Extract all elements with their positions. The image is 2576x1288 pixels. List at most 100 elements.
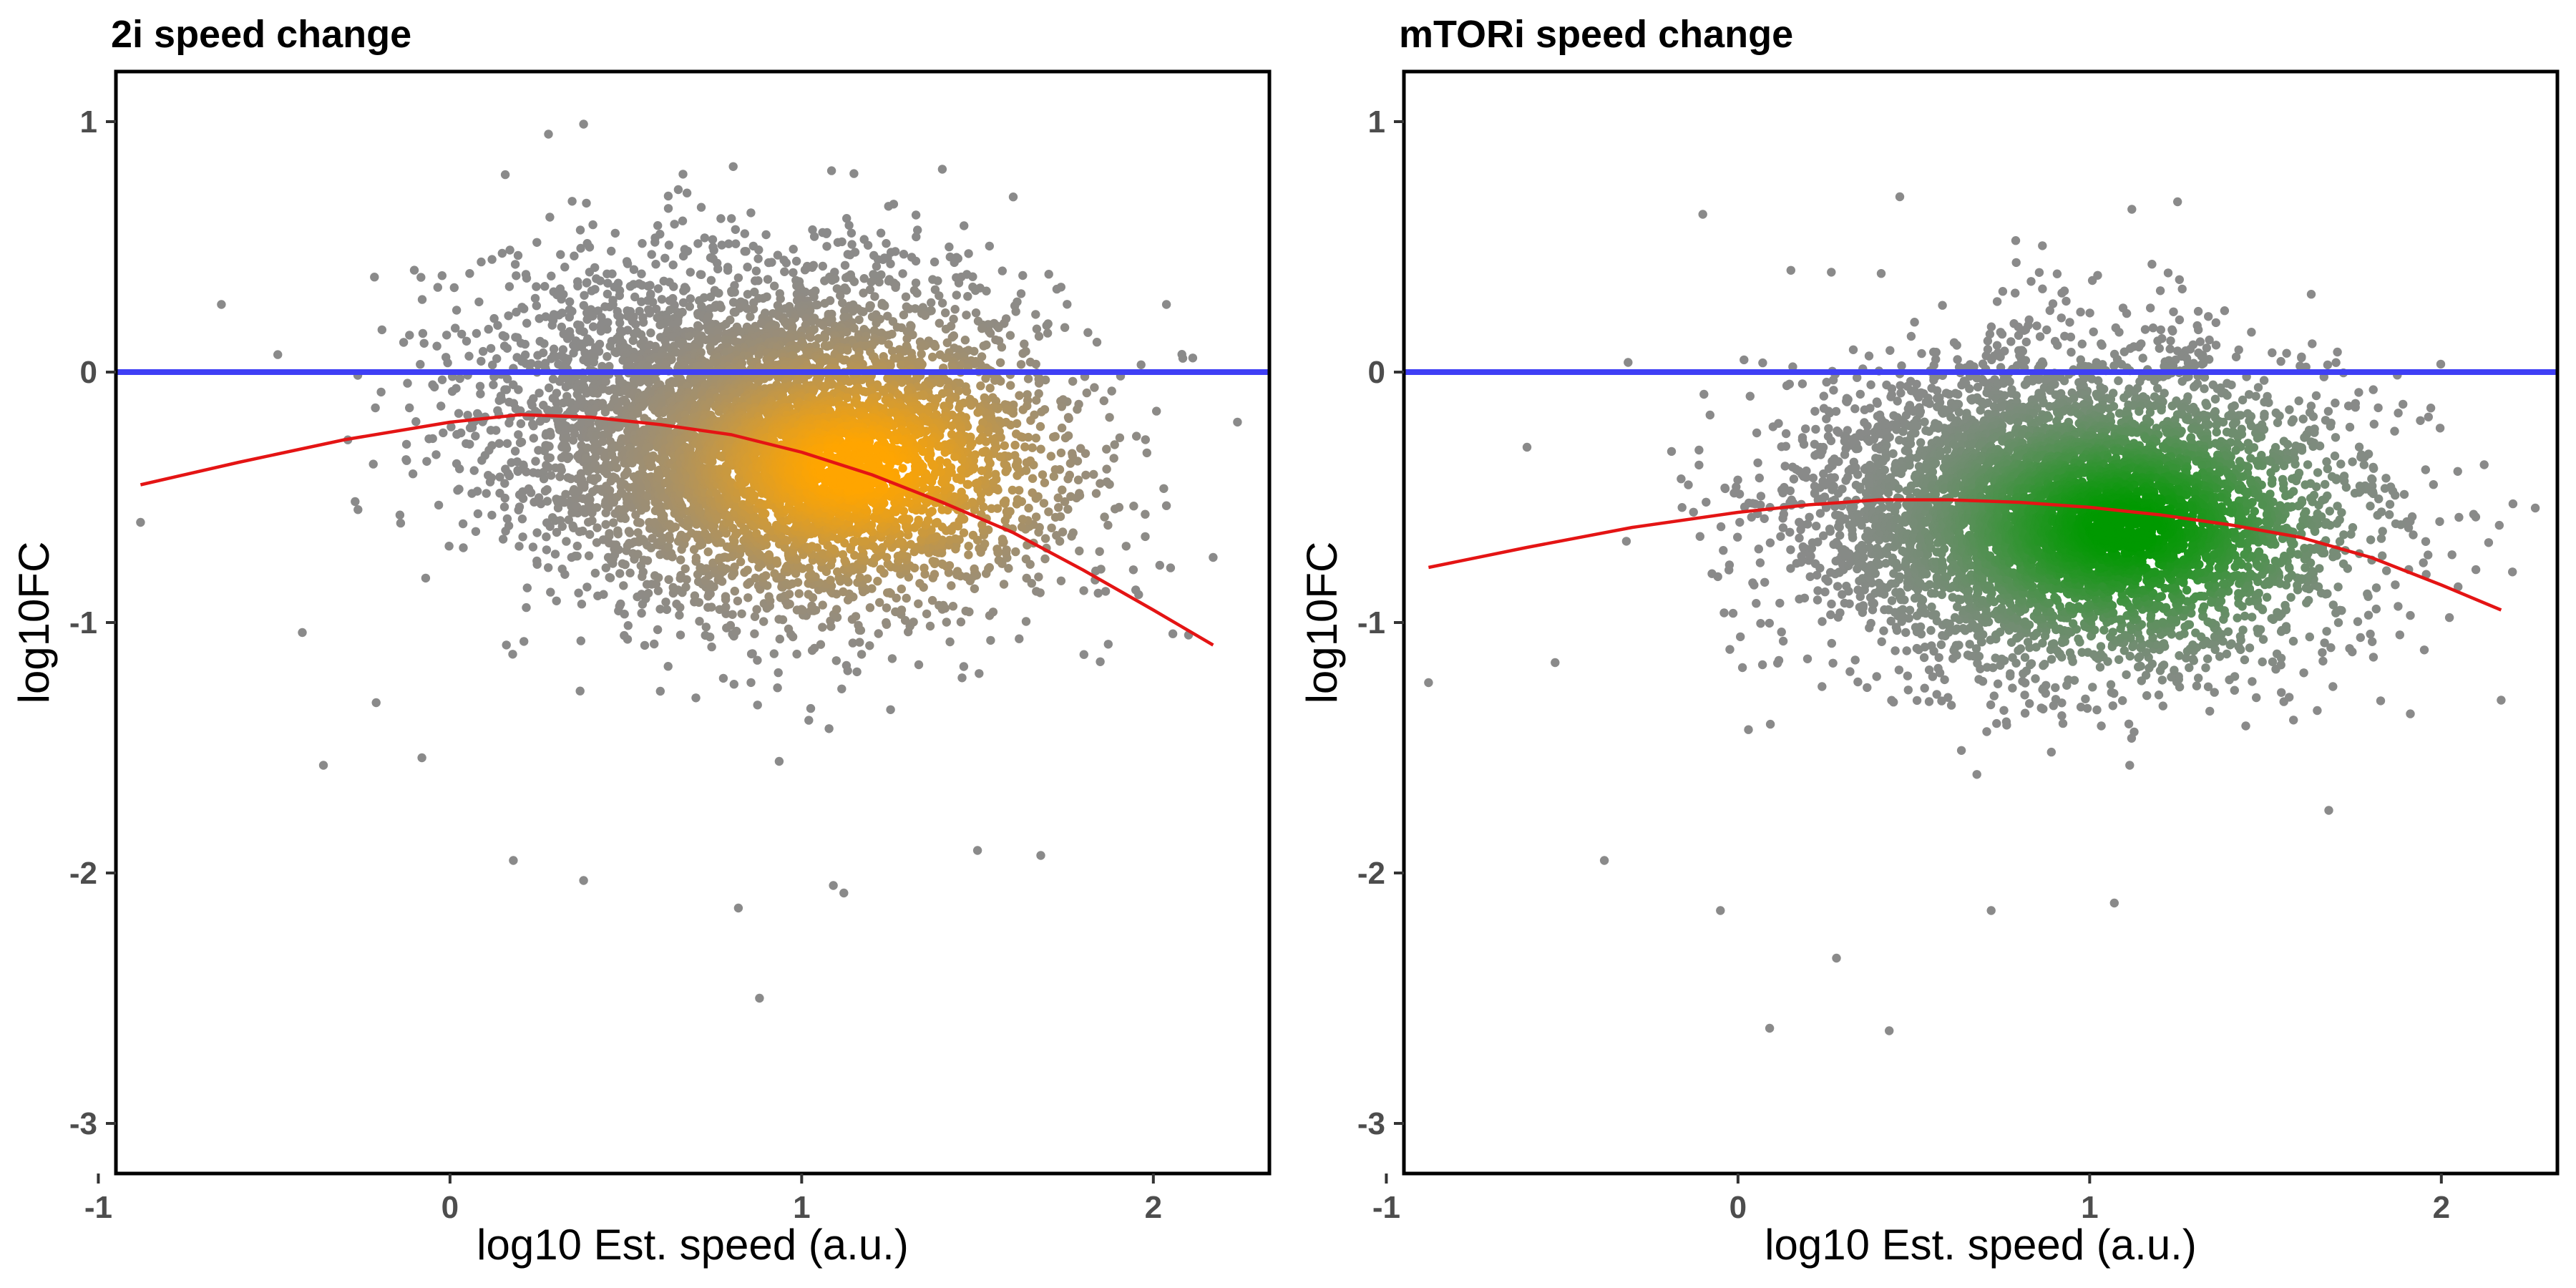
data-point (755, 993, 764, 1003)
data-point (813, 300, 822, 310)
data-point (1110, 440, 1119, 449)
data-point (452, 306, 462, 315)
data-point (1132, 431, 1141, 441)
data-point (318, 761, 328, 770)
data-point (516, 406, 525, 416)
data-point (531, 457, 540, 466)
data-point (941, 353, 950, 363)
data-point (612, 463, 622, 472)
data-point (577, 600, 587, 609)
data-point (985, 562, 995, 572)
data-point (753, 701, 762, 710)
data-point (860, 537, 870, 546)
data-point (838, 298, 847, 308)
data-point (960, 336, 970, 345)
data-point (749, 298, 758, 308)
data-point (706, 275, 716, 285)
data-point (948, 602, 958, 611)
data-point (1128, 565, 1138, 575)
data-point (962, 311, 971, 320)
data-point (867, 277, 876, 287)
data-point (457, 428, 466, 438)
data-point (826, 166, 836, 175)
data-point (957, 673, 967, 683)
data-point (1047, 523, 1056, 532)
data-point (733, 273, 743, 283)
data-point (1233, 417, 1242, 427)
data-point (1103, 520, 1113, 530)
data-point (547, 271, 556, 280)
data-point (990, 376, 1000, 385)
data-point (402, 456, 411, 465)
data-point (659, 319, 668, 328)
data-point (999, 580, 1009, 589)
data-point (552, 527, 562, 537)
data-point (1040, 554, 1050, 564)
data-point (919, 563, 929, 572)
data-point (655, 686, 665, 696)
data-point (952, 291, 962, 300)
data-point (696, 203, 706, 212)
panel-2i: 2i speed change -1 0 1 210-1-2-3 log10 Est.… (10, 13, 1272, 1269)
data-point (831, 656, 841, 665)
data-point (985, 384, 995, 393)
data-point (1022, 573, 1031, 583)
data-point (751, 266, 761, 275)
data-point (670, 220, 679, 229)
data-point (514, 385, 523, 394)
data-point (1095, 547, 1104, 556)
data-point (839, 888, 849, 898)
data-point (605, 486, 615, 495)
data-point (1006, 381, 1015, 390)
data-point (455, 374, 464, 384)
data-point (630, 292, 640, 302)
data-point (746, 678, 756, 688)
data-point (1018, 348, 1028, 358)
data-point (970, 584, 980, 593)
data-point (396, 518, 406, 528)
data-point (899, 310, 909, 320)
data-point (416, 360, 425, 369)
data-point (477, 356, 486, 366)
data-point (1161, 300, 1171, 309)
data-point (475, 381, 485, 391)
data-point (669, 282, 678, 291)
data-point (217, 300, 226, 309)
data-point (781, 258, 791, 268)
data-point (962, 386, 972, 396)
data-point (899, 250, 909, 259)
data-point (545, 522, 555, 531)
data-point (578, 526, 587, 536)
data-point (451, 323, 460, 333)
data-point (673, 185, 683, 195)
data-point (956, 618, 966, 627)
data-point (605, 573, 615, 582)
data-point (532, 301, 541, 311)
data-point (609, 518, 618, 527)
data-point (855, 572, 865, 582)
data-point (693, 239, 703, 248)
data-point (686, 268, 695, 277)
data-point (914, 515, 923, 525)
data-point (909, 618, 918, 627)
data-point (937, 298, 947, 308)
data-point (774, 668, 783, 678)
data-point (675, 610, 684, 620)
data-point (859, 307, 868, 316)
data-point (1073, 404, 1082, 414)
data-point (981, 374, 990, 383)
data-point (654, 573, 663, 582)
data-point (950, 258, 959, 268)
data-point (710, 303, 720, 312)
data-point (820, 276, 829, 286)
data-point (477, 257, 486, 267)
data-point (942, 338, 952, 348)
data-point (1105, 413, 1114, 422)
data-point (605, 529, 614, 538)
data-point (557, 322, 566, 332)
data-point (422, 457, 431, 466)
data-point (561, 489, 570, 499)
data-point (1005, 331, 1015, 340)
data-point (933, 276, 942, 286)
data-point (602, 324, 612, 334)
